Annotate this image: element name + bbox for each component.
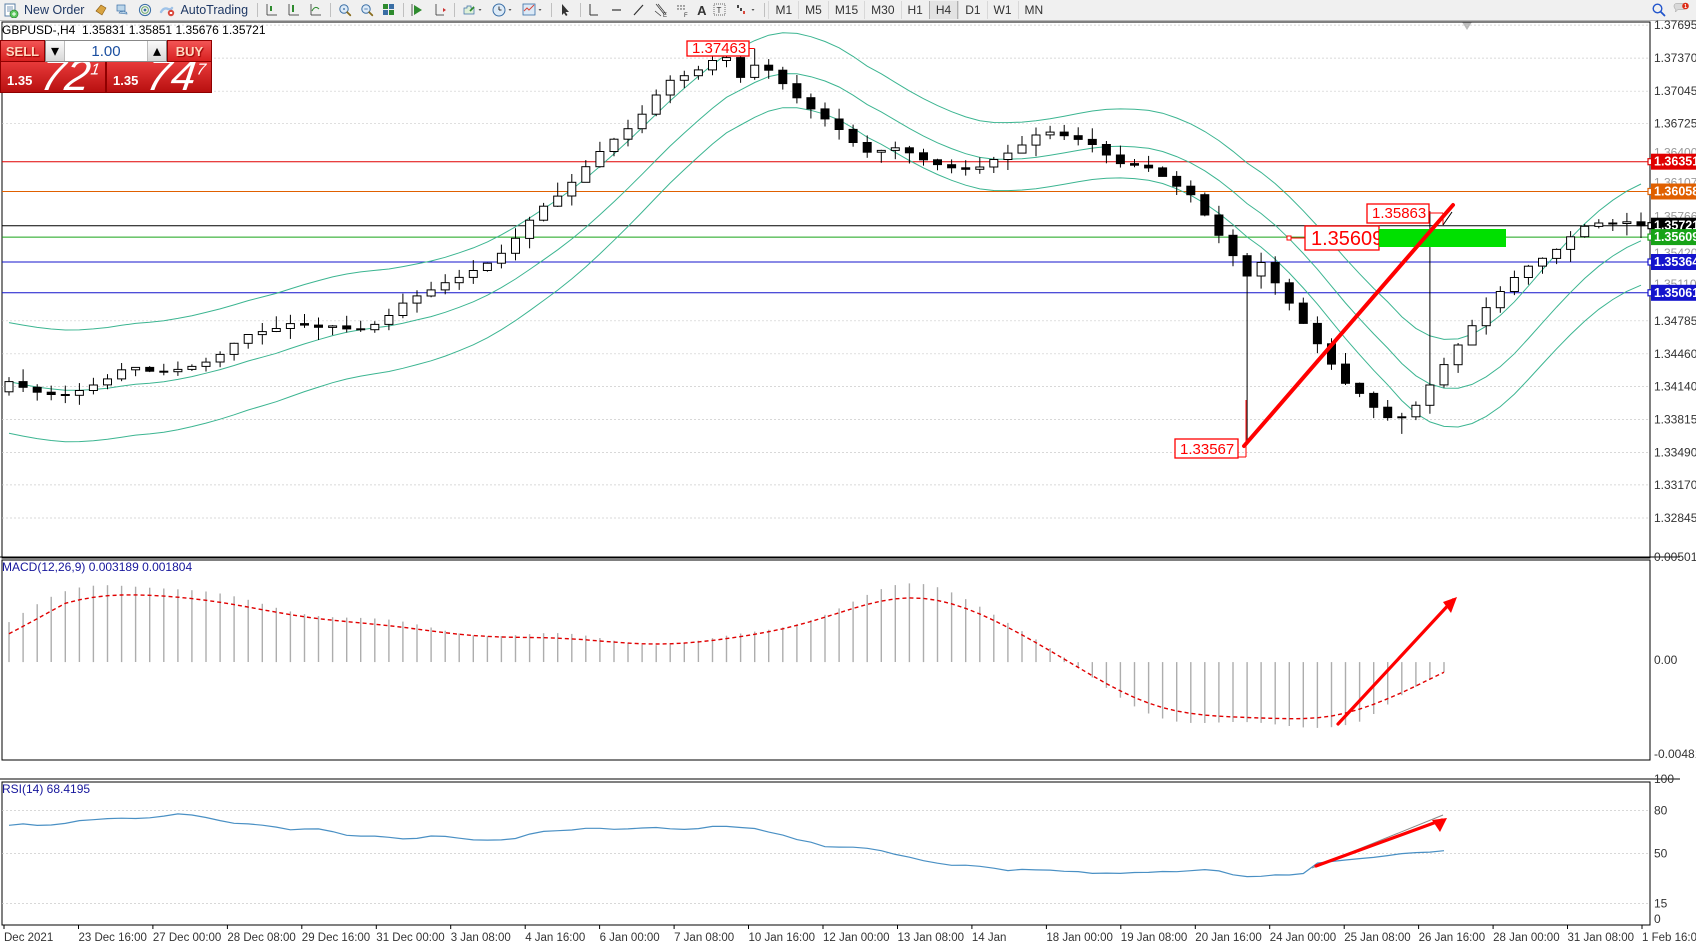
svg-text:RSI(14) 68.4195: RSI(14) 68.4195: [2, 782, 90, 796]
svg-text:6 Jan 00:00: 6 Jan 00:00: [600, 932, 660, 941]
svg-text:1.33815: 1.33815: [1654, 412, 1696, 426]
svg-text:1.34460: 1.34460: [1654, 347, 1696, 361]
svg-text:20 Jan 16:00: 20 Jan 16:00: [1195, 932, 1262, 941]
svg-text:-0.00481: -0.00481: [1654, 747, 1696, 761]
svg-text:0: 0: [1654, 912, 1661, 926]
svg-text:MACD(12,26,9) 0.003189 0.00180: MACD(12,26,9) 0.003189 0.001804: [2, 560, 192, 574]
svg-text:28 Dec 08:00: 28 Dec 08:00: [227, 932, 295, 941]
svg-text:1.33567: 1.33567: [1180, 441, 1234, 458]
svg-text:4 Jan 16:00: 4 Jan 16:00: [525, 932, 585, 941]
svg-text:1 Feb 16:00: 1 Feb 16:00: [1642, 932, 1696, 941]
svg-text:1.34140: 1.34140: [1654, 379, 1696, 393]
svg-text:0.00: 0.00: [1654, 653, 1678, 667]
svg-text:1.32845: 1.32845: [1654, 511, 1696, 525]
svg-text:50: 50: [1654, 847, 1668, 861]
svg-text:1.35609: 1.35609: [1654, 230, 1696, 244]
svg-text:29 Dec 16:00: 29 Dec 16:00: [302, 932, 370, 941]
svg-text:24 Jan 00:00: 24 Jan 00:00: [1270, 932, 1337, 941]
svg-text:7 Jan 08:00: 7 Jan 08:00: [674, 932, 734, 941]
svg-text:1.36058: 1.36058: [1654, 185, 1696, 199]
svg-text:1.35364: 1.35364: [1654, 255, 1696, 269]
svg-text:13 Jan 08:00: 13 Jan 08:00: [898, 932, 965, 941]
svg-text:27 Dec 00:00: 27 Dec 00:00: [153, 932, 221, 941]
svg-text:1.37045: 1.37045: [1654, 84, 1696, 98]
svg-text:12 Jan 00:00: 12 Jan 00:00: [823, 932, 890, 941]
svg-text:31 Dec 00:00: 31 Dec 00:00: [376, 932, 444, 941]
svg-text:1.35061: 1.35061: [1654, 286, 1696, 300]
svg-text:26 Jan 16:00: 26 Jan 16:00: [1419, 932, 1486, 941]
svg-text:3 Jan 08:00: 3 Jan 08:00: [451, 932, 511, 941]
svg-text:1.35863: 1.35863: [1372, 205, 1426, 222]
svg-text:100: 100: [1654, 772, 1674, 786]
svg-text:14 Jan: 14 Jan: [972, 932, 1007, 941]
svg-text:1.37370: 1.37370: [1654, 51, 1696, 65]
svg-text:80: 80: [1654, 804, 1668, 818]
svg-text:Dec 2021: Dec 2021: [4, 932, 53, 941]
svg-text:1.36725: 1.36725: [1654, 117, 1696, 131]
svg-text:1.36351: 1.36351: [1654, 155, 1696, 169]
svg-text:1.33490: 1.33490: [1654, 445, 1696, 459]
svg-text:18 Jan 00:00: 18 Jan 00:00: [1046, 932, 1113, 941]
svg-text:1.33170: 1.33170: [1654, 478, 1696, 492]
svg-text:15: 15: [1654, 897, 1668, 911]
svg-text:10 Jan 16:00: 10 Jan 16:00: [749, 932, 816, 941]
svg-text:1.37463: 1.37463: [692, 40, 746, 57]
svg-text:1.35609: 1.35609: [1311, 228, 1383, 250]
svg-text:28 Jan 00:00: 28 Jan 00:00: [1493, 932, 1560, 941]
svg-text:1.37695: 1.37695: [1654, 18, 1696, 32]
svg-text:1.34785: 1.34785: [1654, 314, 1696, 328]
svg-text:31 Jan 08:00: 31 Jan 08:00: [1568, 932, 1635, 941]
svg-text:23 Dec 16:00: 23 Dec 16:00: [79, 932, 147, 941]
svg-text:0.00501: 0.00501: [1654, 550, 1696, 564]
svg-text:25 Jan 08:00: 25 Jan 08:00: [1344, 932, 1411, 941]
svg-text:19 Jan 08:00: 19 Jan 08:00: [1121, 932, 1188, 941]
